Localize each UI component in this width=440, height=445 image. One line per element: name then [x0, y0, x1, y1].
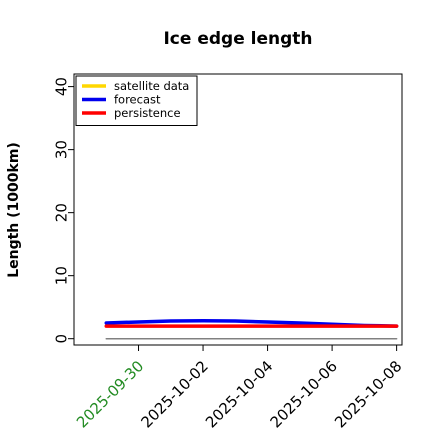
y-tick-label: 30: [52, 140, 70, 159]
y-axis: 0 10 20 30 40: [52, 77, 74, 343]
legend-entry: forecast: [114, 93, 161, 107]
x-tick-label: 2025-09-30: [73, 357, 147, 431]
x-tick-label: 2025-10-08: [331, 357, 405, 431]
plot-area: [104, 318, 399, 340]
y-tick-label: 0: [52, 334, 70, 344]
x-tick-label: 2025-10-02: [137, 357, 211, 431]
x-tick-label: 2025-10-04: [202, 357, 276, 431]
plot-frame: [73, 73, 403, 346]
x-tick-label: 2025-10-06: [267, 357, 341, 431]
y-tick-label: 10: [52, 266, 70, 285]
x-axis: 2025-09-302025-10-022025-10-042025-10-06…: [73, 345, 405, 431]
chart-title: Ice edge length: [163, 29, 312, 49]
y-tick-label: 20: [52, 203, 70, 222]
legend-entry: persistence: [114, 106, 181, 120]
legend-entry: satellite data: [114, 79, 189, 93]
y-tick-label: 40: [52, 77, 70, 96]
y-axis-label: Length (1000km): [6, 142, 22, 278]
